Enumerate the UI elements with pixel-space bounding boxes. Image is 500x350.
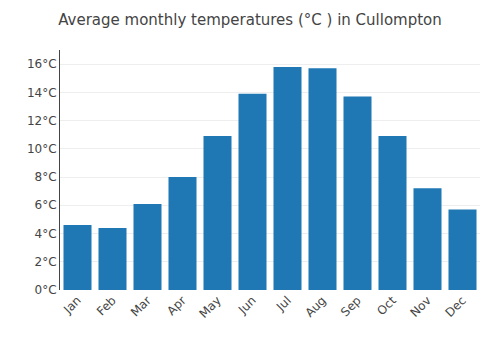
svg-text:2°C: 2°C [35,255,57,269]
svg-text:16°C: 16°C [27,57,57,71]
svg-text:4°C: 4°C [35,227,57,241]
svg-text:Average monthly temperatures (: Average monthly temperatures (°C ) in Cu… [58,11,442,29]
svg-text:6°C: 6°C [35,198,57,212]
svg-text:10°C: 10°C [27,142,57,156]
svg-text:8°C: 8°C [35,170,57,184]
svg-text:0°C: 0°C [35,283,57,297]
svg-text:Aug: Aug [302,293,328,319]
svg-text:Oct: Oct [374,293,399,318]
svg-text:14°C: 14°C [27,86,57,100]
svg-text:May: May [196,293,223,320]
svg-text:Sep: Sep [338,293,364,319]
svg-text:Jul: Jul [273,293,294,314]
svg-text:Dec: Dec [443,293,469,319]
svg-text:Mar: Mar [128,293,154,319]
svg-text:12°C: 12°C [27,114,57,128]
svg-text:Feb: Feb [94,293,119,318]
svg-text:Nov: Nov [407,293,433,319]
svg-text:Jan: Jan [60,293,84,317]
svg-text:Jun: Jun [235,293,259,317]
svg-text:Apr: Apr [164,293,189,318]
